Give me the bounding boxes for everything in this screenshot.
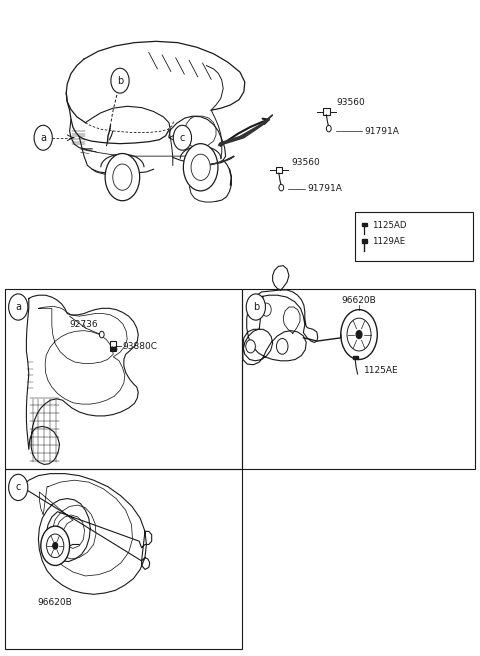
Text: 93560: 93560 [291, 158, 320, 167]
Circle shape [53, 543, 58, 549]
Circle shape [113, 164, 132, 190]
Circle shape [105, 154, 140, 201]
Text: c: c [15, 482, 21, 493]
Circle shape [173, 125, 192, 150]
Circle shape [276, 338, 288, 354]
Bar [5, 469, 242, 649]
Bar [362, 223, 367, 226]
Text: 92736: 92736 [70, 320, 98, 329]
Circle shape [246, 294, 265, 320]
Circle shape [183, 144, 218, 191]
Circle shape [111, 68, 129, 93]
Circle shape [41, 526, 70, 565]
Text: 1125AD: 1125AD [372, 220, 407, 230]
Polygon shape [192, 156, 234, 167]
Polygon shape [218, 115, 273, 146]
Text: 1129AE: 1129AE [372, 237, 405, 246]
Circle shape [191, 154, 210, 180]
Text: 96620B: 96620B [342, 296, 376, 305]
Bar [353, 356, 358, 359]
Circle shape [262, 303, 271, 316]
Circle shape [341, 310, 377, 359]
Circle shape [34, 125, 52, 150]
Text: b: b [117, 75, 123, 86]
Bar [242, 289, 475, 469]
Circle shape [9, 294, 28, 320]
Text: 93880C: 93880C [122, 342, 157, 351]
Circle shape [99, 331, 104, 338]
Bar [355, 212, 473, 261]
Circle shape [326, 125, 331, 132]
Bar [5, 289, 242, 469]
Circle shape [111, 347, 114, 351]
Text: 93560: 93560 [336, 98, 365, 108]
Bar [323, 108, 330, 115]
Text: a: a [40, 133, 46, 143]
Text: 91791A: 91791A [365, 127, 400, 136]
Text: 91791A: 91791A [307, 184, 342, 194]
Circle shape [47, 534, 64, 558]
Circle shape [246, 340, 255, 353]
Text: c: c [180, 133, 185, 143]
Text: 1125AE: 1125AE [364, 366, 398, 375]
Bar [110, 341, 116, 351]
Text: b: b [252, 302, 259, 312]
Circle shape [356, 331, 362, 338]
Circle shape [9, 474, 28, 501]
Circle shape [279, 184, 284, 191]
Bar [362, 239, 367, 243]
Text: a: a [15, 302, 21, 312]
Text: 96620B: 96620B [38, 598, 72, 607]
Bar [276, 167, 282, 173]
Circle shape [347, 318, 371, 351]
Circle shape [114, 347, 117, 351]
